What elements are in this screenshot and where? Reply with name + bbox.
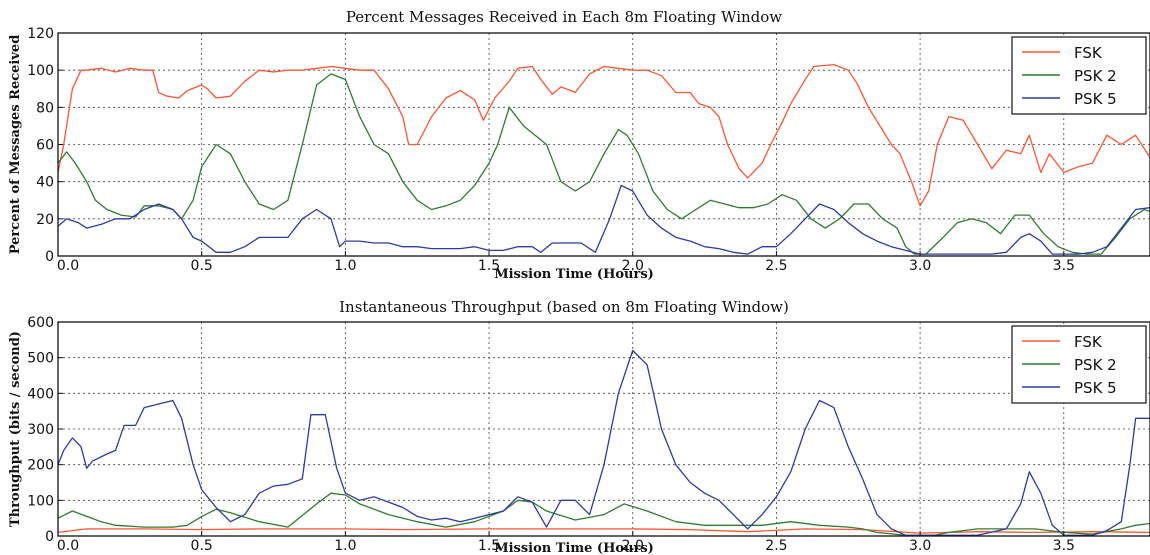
- chart-panel-2: Instantaneous Throughput (based on 8m Fl…: [8, 298, 1150, 555]
- chart-panel-1: Percent Messages Received in Each 8m Flo…: [8, 8, 1150, 282]
- x-tick-label: 3.0: [909, 258, 931, 274]
- y-tick-label: 600: [27, 315, 54, 331]
- y-tick-label: 60: [36, 138, 54, 154]
- y-tick-label: 100: [27, 63, 54, 79]
- x-tick-label: 0.5: [191, 258, 213, 274]
- series-line-psk-2: [58, 492, 1150, 536]
- x-tick-label: 1.5: [478, 538, 500, 554]
- series-line-psk-5: [58, 184, 1150, 255]
- legend-label: PSK 2: [1074, 67, 1117, 85]
- y-tick-label: 400: [27, 386, 54, 402]
- x-tick-label: 1.5: [478, 258, 500, 274]
- x-axis-label: Mission Time (Hours): [494, 541, 654, 555]
- x-tick-label: 1.0: [334, 538, 356, 554]
- y-tick-label: 20: [36, 212, 54, 228]
- x-tick-label: 3.5: [1053, 258, 1075, 274]
- y-tick-label: 500: [27, 351, 54, 367]
- x-tick-label: 3.5: [1053, 538, 1075, 554]
- chart-title: Instantaneous Throughput (based on 8m Fl…: [339, 298, 789, 316]
- series-line-psk-2: [58, 73, 1150, 255]
- x-tick-label: 2.0: [622, 258, 644, 274]
- y-tick-label: 0: [45, 249, 54, 265]
- x-tick-label: 2.0: [622, 538, 644, 554]
- x-tick-label: 2.5: [765, 538, 787, 554]
- legend-label: FSK: [1074, 333, 1103, 351]
- legend: FSK PSK 2 PSK 5: [1011, 36, 1147, 115]
- legend-label: PSK 5: [1074, 90, 1117, 108]
- y-tick-label: 0: [45, 529, 54, 545]
- chart-title: Percent Messages Received in Each 8m Flo…: [346, 8, 782, 26]
- y-axis-label: Throughput (bits / second): [8, 331, 23, 527]
- legend-label: FSK: [1074, 44, 1103, 62]
- x-tick-label: 0.0: [57, 538, 79, 554]
- y-axis-label: Percent of Messages Received: [8, 35, 23, 255]
- x-tick-label: 2.5: [765, 258, 787, 274]
- y-tick-label: 300: [27, 422, 54, 438]
- y-tick-label: 80: [36, 100, 54, 116]
- y-tick-label: 40: [36, 175, 54, 191]
- x-tick-label: 0.0: [57, 258, 79, 274]
- x-tick-label: 3.0: [909, 538, 931, 554]
- x-axis-label: Mission Time (Hours): [494, 267, 654, 282]
- x-tick-label: 1.0: [334, 258, 356, 274]
- series-line-fsk: [58, 528, 1150, 534]
- legend: FSK PSK 2 PSK 5: [1011, 325, 1147, 404]
- legend-label: PSK 2: [1074, 356, 1117, 374]
- legend-label: PSK 5: [1074, 379, 1117, 397]
- series-line-psk-5: [58, 349, 1150, 536]
- y-tick-label: 100: [27, 493, 54, 509]
- x-tick-label: 0.5: [191, 538, 213, 554]
- series-line-fsk: [58, 63, 1150, 207]
- y-tick-label: 120: [27, 26, 54, 42]
- y-tick-label: 200: [27, 458, 54, 474]
